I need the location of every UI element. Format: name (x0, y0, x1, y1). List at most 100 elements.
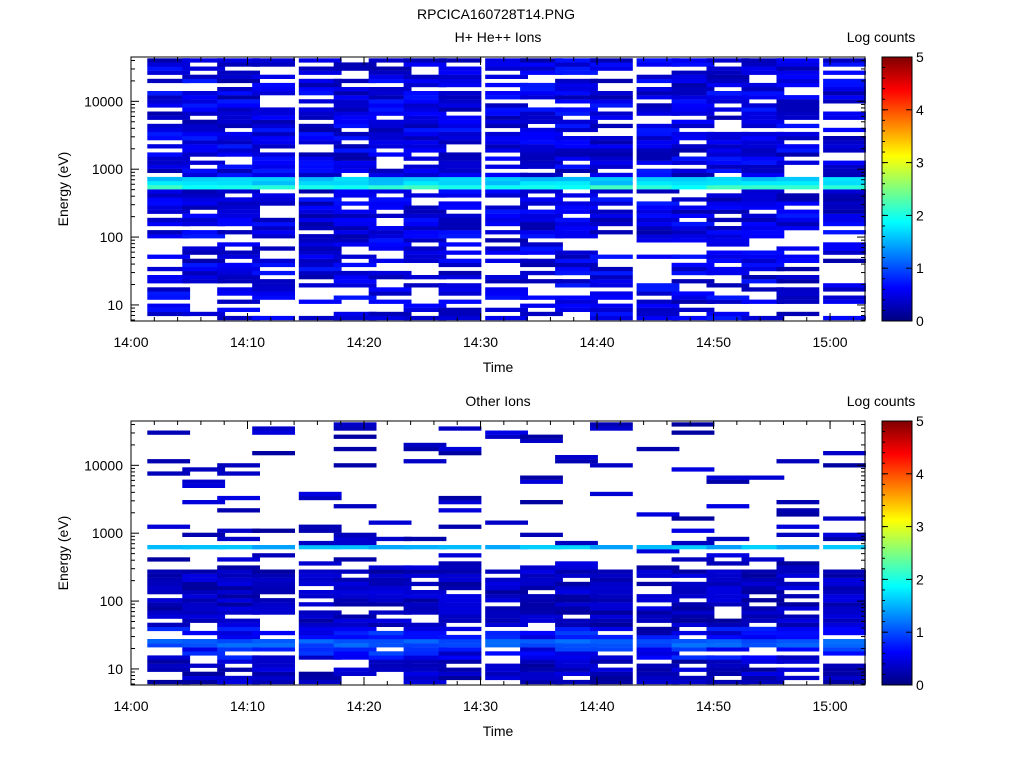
heatmap-cell (590, 254, 633, 259)
heatmap-cell (520, 679, 563, 685)
heatmap-cell (706, 217, 750, 223)
heatmap-cell (333, 536, 377, 542)
heatmap-cell (147, 303, 191, 308)
heatmap-cell (741, 58, 785, 63)
heatmap-cell (776, 193, 820, 198)
heatmap-cell (520, 172, 563, 178)
heatmap-cell (776, 131, 820, 137)
heatmap-cell (636, 209, 680, 214)
heatmap-cell (671, 91, 715, 96)
panel-title: Other Ions (465, 393, 530, 409)
heatmap-cell (636, 156, 680, 161)
heatmap-cell (555, 663, 598, 668)
heatmap-cell (520, 675, 563, 681)
heatmap-cell (298, 573, 342, 578)
heatmap-cell (438, 270, 482, 276)
heatmap-cell (590, 675, 633, 681)
heatmap-cell (555, 99, 598, 104)
heatmap-cell (217, 181, 260, 186)
heatmap-cell (217, 675, 260, 681)
heatmap-cell (520, 532, 563, 537)
heatmap-cell (368, 185, 412, 190)
heatmap-cell (438, 189, 482, 194)
heatmap-cell (671, 516, 715, 521)
heatmap-cell (706, 594, 750, 599)
heatmap-cell (217, 62, 260, 67)
heatmap-cell (182, 639, 226, 644)
heatmap-cell (706, 270, 750, 276)
heatmap-cell (438, 275, 482, 280)
heatmap-cell (671, 659, 715, 664)
heatmap-cell (671, 675, 715, 681)
heatmap-cell (520, 156, 563, 161)
heatmap-cell (555, 295, 598, 300)
heatmap-cell (182, 643, 226, 648)
heatmap-cell (823, 127, 866, 133)
heatmap-cell (636, 58, 680, 63)
heatmap-cell (636, 254, 680, 259)
heatmap-cell (520, 234, 563, 239)
heatmap-cell (217, 136, 260, 141)
heatmap-cell (403, 643, 447, 648)
heatmap-cell (333, 193, 377, 198)
heatmap-cell (555, 455, 598, 460)
heatmap-cell (706, 598, 750, 603)
heatmap-cell (671, 295, 715, 300)
heatmap-cell (741, 254, 785, 259)
heatmap-cell (823, 58, 866, 63)
heatmap-cell (217, 508, 260, 513)
heatmap-cell (182, 66, 226, 71)
colorbar-tick-label: 0 (916, 677, 924, 693)
heatmap-cell (333, 630, 377, 636)
heatmap-cell (590, 283, 633, 288)
heatmap-cell (776, 614, 820, 619)
heatmap-cell (555, 626, 598, 632)
heatmap-cell (485, 585, 528, 591)
heatmap-cell (368, 577, 412, 582)
heatmap-cell (706, 311, 750, 317)
heatmap-cell (485, 630, 528, 636)
heatmap-cell (706, 144, 750, 149)
heatmap-cell (741, 148, 785, 153)
colorbar (881, 420, 913, 686)
heatmap-cell (636, 95, 680, 100)
heatmap-cell (590, 181, 633, 186)
heatmap-cell (403, 598, 447, 603)
heatmap-cell (555, 634, 598, 640)
heatmap-cell (217, 643, 260, 648)
heatmap-cell (485, 148, 528, 153)
heatmap-cell (590, 634, 633, 640)
heatmap-cell (252, 279, 295, 284)
heatmap-cell (403, 127, 447, 133)
heatmap-cell (520, 160, 563, 165)
heatmap-cell (182, 594, 226, 599)
heatmap-cell (368, 536, 412, 542)
heatmap-cell (217, 103, 260, 108)
y-axis-label: Energy (eV) (55, 152, 71, 227)
heatmap-cell (823, 618, 866, 623)
heatmap-cell (333, 577, 377, 582)
colorbar-tick-label: 2 (916, 207, 924, 223)
heatmap-cell (182, 585, 226, 591)
heatmap-cell (520, 226, 563, 231)
heatmap-cell (403, 610, 447, 615)
heatmap-cell (182, 152, 226, 157)
heatmap-cell (706, 152, 750, 157)
heatmap-cell (741, 111, 785, 116)
heatmap-cell (485, 651, 528, 656)
heatmap-cell (706, 66, 750, 71)
heatmap-cell (636, 663, 680, 668)
heatmap-cell (298, 622, 342, 627)
heatmap-cell (298, 160, 342, 165)
heatmap-cell (217, 242, 260, 247)
heatmap-cell (403, 140, 447, 145)
heatmap-cell (520, 598, 563, 603)
heatmap-cells (147, 422, 866, 685)
heatmap-cell (368, 315, 412, 321)
heatmap-cell (252, 545, 295, 550)
heatmap-cell (520, 545, 563, 550)
heatmap-cell (555, 148, 598, 153)
heatmap-cell (555, 95, 598, 100)
heatmap-cell (368, 238, 412, 243)
heatmap-cell (217, 307, 260, 312)
